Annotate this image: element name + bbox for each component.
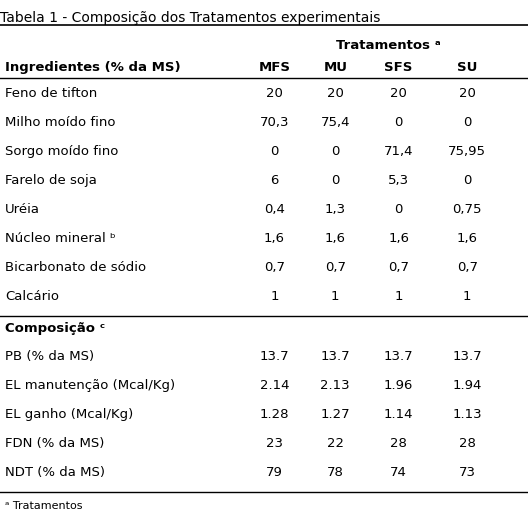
Text: 28: 28: [459, 437, 476, 450]
Text: 70,3: 70,3: [260, 116, 289, 129]
Text: EL manutenção (Mcal/Kg): EL manutenção (Mcal/Kg): [5, 379, 175, 392]
Text: 1: 1: [270, 290, 279, 303]
Text: 6: 6: [270, 174, 279, 187]
Text: 20: 20: [390, 87, 407, 100]
Text: 1: 1: [394, 290, 403, 303]
Text: 1.27: 1.27: [320, 408, 350, 421]
Text: ᵃ Tratamentos: ᵃ Tratamentos: [5, 501, 83, 511]
Text: 0,7: 0,7: [388, 261, 409, 274]
Text: 78: 78: [327, 466, 344, 479]
Text: Feno de tifton: Feno de tifton: [5, 87, 98, 100]
Text: 20: 20: [266, 87, 283, 100]
Text: 13.7: 13.7: [320, 350, 350, 363]
Text: EL ganho (Mcal/Kg): EL ganho (Mcal/Kg): [5, 408, 134, 421]
Text: SU: SU: [457, 61, 477, 74]
Text: 79: 79: [266, 466, 283, 479]
Text: 0,75: 0,75: [452, 203, 482, 216]
Text: Calcário: Calcário: [5, 290, 59, 303]
Text: 28: 28: [390, 437, 407, 450]
Text: 23: 23: [266, 437, 283, 450]
Text: 1.28: 1.28: [260, 408, 289, 421]
Text: Tratamentos ᵃ: Tratamentos ᵃ: [336, 39, 440, 52]
Text: Bicarbonato de sódio: Bicarbonato de sódio: [5, 261, 146, 274]
Text: Sorgo moído fino: Sorgo moído fino: [5, 145, 119, 158]
Text: 1.96: 1.96: [384, 379, 413, 392]
Text: 75,95: 75,95: [448, 145, 486, 158]
Text: Tabela 1 - Composição dos Tratamentos experimentais: Tabela 1 - Composição dos Tratamentos ex…: [0, 11, 380, 26]
Text: 0: 0: [463, 116, 472, 129]
Text: Farelo de soja: Farelo de soja: [5, 174, 97, 187]
Text: Ingredientes (% da MS): Ingredientes (% da MS): [5, 61, 181, 74]
Text: 1,6: 1,6: [264, 232, 285, 245]
Text: 75,4: 75,4: [320, 116, 350, 129]
Text: 20: 20: [327, 87, 344, 100]
Text: 22: 22: [327, 437, 344, 450]
Text: 74: 74: [390, 466, 407, 479]
Text: 1.13: 1.13: [452, 408, 482, 421]
Text: 0: 0: [463, 174, 472, 187]
Text: 0,7: 0,7: [325, 261, 346, 274]
Text: 0: 0: [331, 174, 340, 187]
Text: Núcleo mineral ᵇ: Núcleo mineral ᵇ: [5, 232, 116, 245]
Text: 73: 73: [459, 466, 476, 479]
Text: 1.14: 1.14: [384, 408, 413, 421]
Text: 0,7: 0,7: [457, 261, 478, 274]
Text: 13.7: 13.7: [260, 350, 289, 363]
Text: FDN (% da MS): FDN (% da MS): [5, 437, 105, 450]
Text: 0: 0: [331, 145, 340, 158]
Text: 2.14: 2.14: [260, 379, 289, 392]
Text: 5,3: 5,3: [388, 174, 409, 187]
Text: 0,7: 0,7: [264, 261, 285, 274]
Text: 1,6: 1,6: [457, 232, 478, 245]
Text: 0,4: 0,4: [264, 203, 285, 216]
Text: SFS: SFS: [384, 61, 413, 74]
Text: 0: 0: [394, 203, 403, 216]
Text: 1,6: 1,6: [388, 232, 409, 245]
Text: 1.94: 1.94: [452, 379, 482, 392]
Text: 2.13: 2.13: [320, 379, 350, 392]
Text: Composição ᶜ: Composição ᶜ: [5, 322, 106, 335]
Text: 20: 20: [459, 87, 476, 100]
Text: PB (% da MS): PB (% da MS): [5, 350, 95, 363]
Text: 0: 0: [394, 116, 403, 129]
Text: MFS: MFS: [259, 61, 290, 74]
Text: Uréia: Uréia: [5, 203, 40, 216]
Text: 1,3: 1,3: [325, 203, 346, 216]
Text: 13.7: 13.7: [384, 350, 413, 363]
Text: NDT (% da MS): NDT (% da MS): [5, 466, 105, 479]
Text: 13.7: 13.7: [452, 350, 482, 363]
Text: MU: MU: [323, 61, 347, 74]
Text: 1: 1: [463, 290, 472, 303]
Text: 1,6: 1,6: [325, 232, 346, 245]
Text: Milho moído fino: Milho moído fino: [5, 116, 116, 129]
Text: 1: 1: [331, 290, 340, 303]
Text: 71,4: 71,4: [384, 145, 413, 158]
Text: 0: 0: [270, 145, 279, 158]
